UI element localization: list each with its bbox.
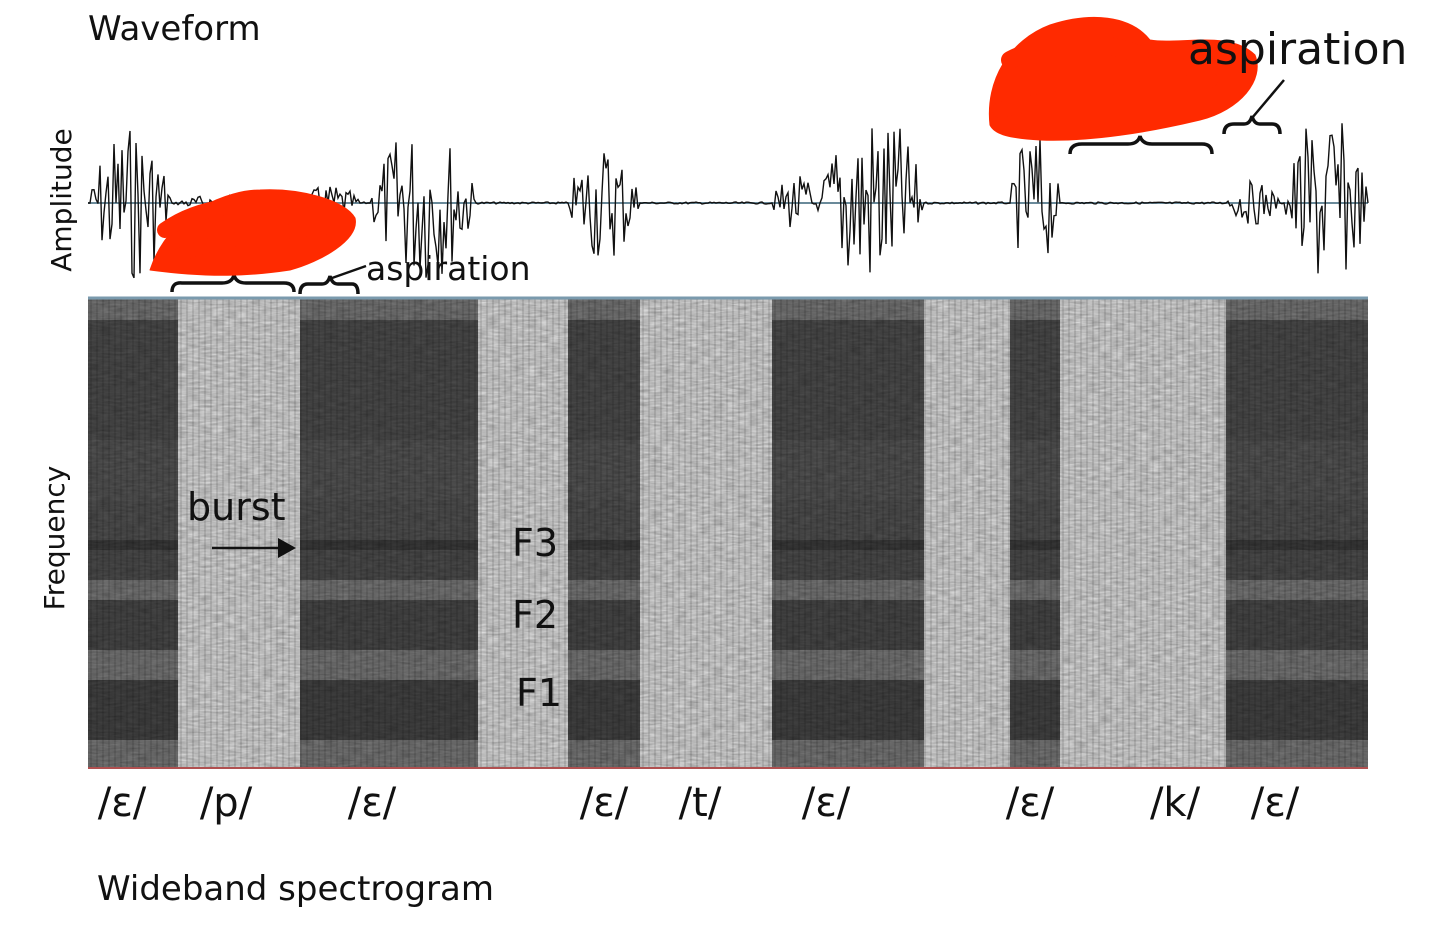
aspiration-pointer-right [1251,79,1285,119]
aspiration-brace-right [1222,115,1282,135]
formant-label-f3: F3 [512,521,559,565]
aspiration-brace-left [298,275,360,295]
segment-label: /k/ [1149,780,1201,826]
segment-label: /p/ [199,780,253,826]
formant-label-f2: F2 [512,593,559,637]
segment-label: /t/ [678,780,722,826]
spectrogram-texture [88,298,1368,768]
closure-brace-left [170,274,296,293]
segment-label: /ɛ/ [579,780,629,826]
formant-label-f1: F1 [516,671,563,715]
segment-label: /ɛ/ [1005,780,1055,826]
frequency-axis-label: Frequency [38,465,71,611]
segment-label: /ɛ/ [347,780,397,826]
redaction-scribble-left [149,189,356,276]
segment-label: /ɛ/ [97,780,147,826]
segment-label: /ɛ/ [801,780,851,826]
aspiration-label-left: aspiration [366,249,531,288]
burst-label: burst [187,485,286,529]
redaction-scribble-right [988,16,1258,141]
segment-label: /ɛ/ [1250,780,1300,826]
aspiration-label-right: aspiration [1188,24,1408,75]
amplitude-axis-label: Amplitude [45,128,78,272]
burst-arrow [212,538,296,558]
waveform-title: Waveform [88,9,261,49]
closure-brace-right [1068,135,1214,155]
aspiration-pointer-left [331,264,367,280]
spectrogram-title: Wideband spectrogram [97,869,494,909]
